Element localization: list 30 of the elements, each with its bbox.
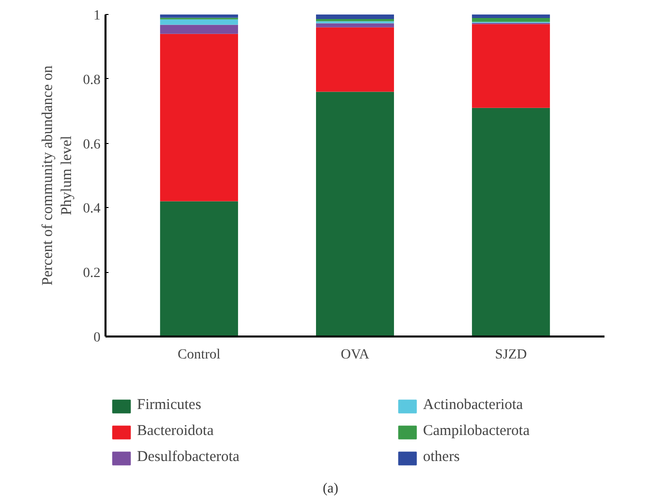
y-tick-label: 0.6 — [83, 137, 100, 152]
legend-label: others — [423, 449, 461, 466]
bar — [316, 23, 394, 28]
legend-label: Bacteroidota — [137, 423, 215, 440]
legend-label: Firmicutes — [137, 397, 202, 414]
y-tick-label: 1 — [94, 8, 100, 24]
bar — [160, 24, 238, 34]
y-tick-label: 0.4 — [83, 202, 100, 217]
bar — [472, 108, 550, 336]
bar — [160, 34, 238, 202]
bar — [316, 92, 394, 336]
bar — [472, 18, 550, 22]
y-axis-title: Percent of community abundance on Phylum level — [40, 65, 75, 286]
y-tick-label: 0.2 — [83, 266, 100, 282]
x-tick-label: OVA — [340, 348, 370, 362]
legend-label: Desulfobacterota — [137, 449, 240, 466]
bar — [316, 27, 394, 92]
text: (a) — [322, 482, 339, 496]
bar — [316, 14, 394, 20]
bar — [160, 19, 238, 25]
bar — [472, 24, 550, 108]
bar — [160, 14, 238, 18]
legend-label: Actinobacteriota — [423, 397, 524, 414]
x-tick-label: SJZD — [494, 348, 527, 362]
bar — [472, 14, 550, 18]
x-tick-label: Control — [178, 348, 221, 362]
legend-label: Campilobacterota — [423, 423, 531, 440]
bar — [160, 201, 238, 336]
y-tick-label: 0.8 — [83, 72, 100, 88]
y-tick-label: 0 — [94, 330, 100, 346]
